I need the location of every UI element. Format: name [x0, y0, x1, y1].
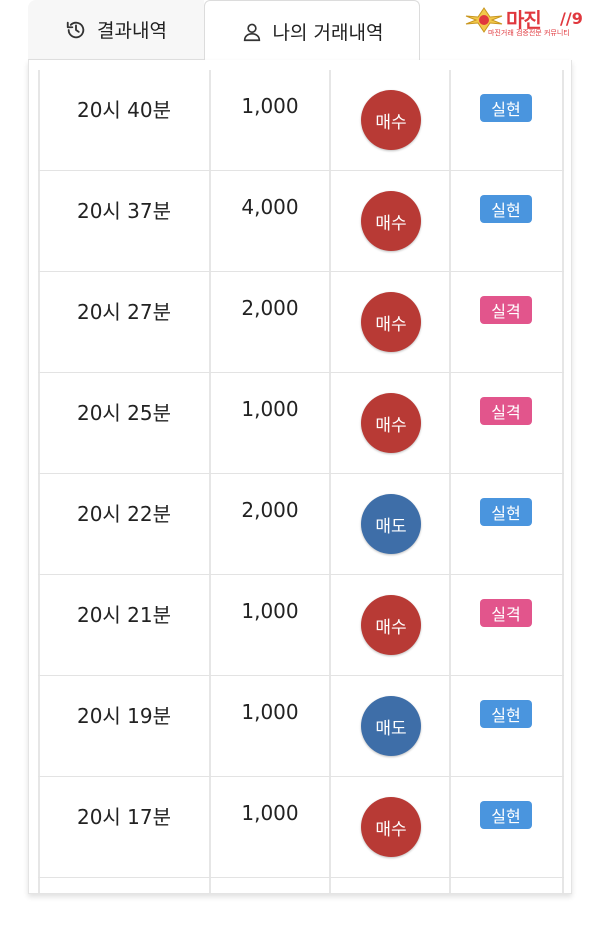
trade-side-cell: 매수: [330, 373, 450, 473]
trade-result-cell: 실격: [450, 272, 564, 372]
trade-amount: 1,000: [241, 801, 299, 825]
trade-side-cell: 매도: [330, 676, 450, 776]
trade-row: 20시 27분 2,000 매수 실격: [38, 272, 564, 373]
trade-result-badge: 실격: [480, 296, 532, 324]
trade-result-cell: 실격: [450, 373, 564, 473]
trade-side-cell: 매도: [330, 474, 450, 574]
trade-time: 20시 21분: [76, 603, 172, 627]
trade-time: 20시 40분: [76, 98, 172, 122]
trade-side-badge: 매도: [361, 696, 421, 756]
trade-result-badge: 실현: [480, 498, 532, 526]
trade-side-cell: 매수: [330, 575, 450, 675]
trade-row: 20시 22분 2,000 매도 실현: [38, 474, 564, 575]
history-icon: [66, 21, 85, 38]
trade-amount: 2,000: [241, 498, 299, 522]
trade-side-badge: 매수: [361, 595, 421, 655]
trade-time: 20시 22분: [76, 502, 172, 526]
tab-my-trades[interactable]: 나의 거래내역: [204, 0, 420, 62]
trade-row: 20시 19분 1,000 매도 실현: [38, 676, 564, 777]
user-icon: [243, 23, 260, 41]
trade-amount: 2,000: [241, 296, 299, 320]
trade-time: 20시 37분: [76, 199, 172, 223]
tab-bar: 결과내역 나의 거래내역: [28, 0, 572, 62]
trade-result-badge: 실현: [480, 700, 532, 728]
trade-row: 20시 40분 1,000 매수 실현: [38, 70, 564, 171]
trade-side-badge: 매수: [361, 90, 421, 150]
trade-side-badge: 매수: [361, 191, 421, 251]
tab-history-label: 결과내역: [97, 20, 167, 42]
trade-amount: 4,000: [241, 195, 299, 219]
trade-time: 20시 25분: [76, 401, 172, 425]
logo-emblem-icon: [465, 7, 503, 33]
trade-side-cell: 매수: [330, 70, 450, 170]
trade-result-cell: 실격: [450, 575, 564, 675]
trade-row-partial: [38, 878, 564, 893]
trade-row: 20시 21분 1,000 매수 실격: [38, 575, 564, 676]
trade-side-cell: 매수: [330, 777, 450, 877]
trade-amount: 1,000: [241, 599, 299, 623]
svg-text://9: //9: [560, 9, 583, 28]
trade-row: 20시 25분 1,000 매수 실격: [38, 373, 564, 474]
trade-result-badge: 실현: [480, 94, 532, 122]
trade-side-cell: 매수: [330, 171, 450, 271]
trade-result-badge: 실현: [480, 801, 532, 829]
trade-amount: 1,000: [241, 94, 299, 118]
trade-result-cell: 실현: [450, 171, 564, 271]
trade-time: 20시 17분: [76, 805, 172, 829]
trade-side-cell: 매수: [330, 272, 450, 372]
logo-mark-icon: //9: [560, 9, 583, 28]
trade-time: 20시 19분: [76, 704, 172, 728]
trade-row: 20시 37분 4,000 매수 실현: [38, 171, 564, 272]
trade-amount: 1,000: [241, 397, 299, 421]
trade-time: 20시 27분: [76, 300, 172, 324]
logo: 마진 //9 마진거래 검증전문 커뮤니티: [464, 6, 594, 37]
trade-amount: 1,000: [241, 700, 299, 724]
logo-brand: 마진: [506, 8, 542, 32]
trade-result-cell: 실현: [450, 777, 564, 877]
tab-my-trades-label: 나의 거래내역: [272, 22, 384, 44]
trade-result-badge: 실격: [480, 599, 532, 627]
trade-result-cell: 실현: [450, 70, 564, 170]
tab-history[interactable]: 결과내역: [28, 0, 204, 60]
trade-history-panel: 20시 40분 1,000 매수 실현 20시 37분 4,000 매수 실현 20시 27분 2…: [28, 60, 572, 894]
logo-tagline: 마진거래 검증전문 커뮤니티: [488, 29, 570, 37]
trade-table: 20시 40분 1,000 매수 실현 20시 37분 4,000 매수 실현 20시 27분 2…: [38, 70, 564, 893]
trade-side-badge: 매수: [361, 797, 421, 857]
trade-result-cell: 실현: [450, 474, 564, 574]
trade-row: 20시 17분 1,000 매수 실현: [38, 777, 564, 878]
trade-result-badge: 실격: [480, 397, 532, 425]
trade-side-badge: 매수: [361, 393, 421, 453]
trade-result-badge: 실현: [480, 195, 532, 223]
trade-side-badge: 매수: [361, 292, 421, 352]
trade-side-badge: 매도: [361, 494, 421, 554]
trade-result-cell: 실현: [450, 676, 564, 776]
